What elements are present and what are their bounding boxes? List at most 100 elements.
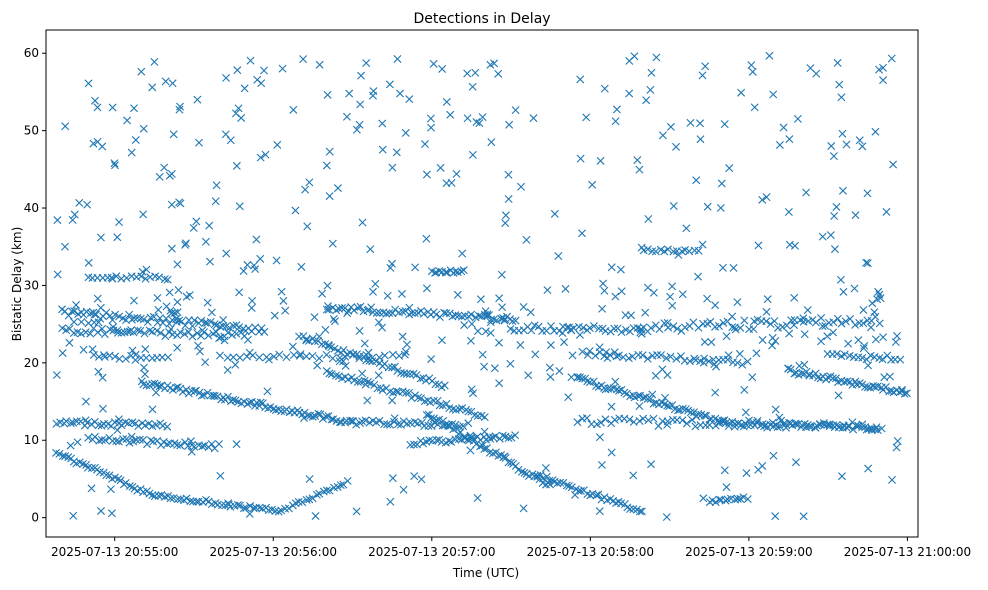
data-point xyxy=(398,332,407,341)
data-point xyxy=(98,404,107,413)
data-point xyxy=(329,314,338,323)
data-point xyxy=(768,333,777,342)
data-point xyxy=(842,140,851,149)
data-point xyxy=(257,324,266,333)
data-point xyxy=(388,363,397,372)
data-point xyxy=(156,328,165,337)
data-point xyxy=(168,79,177,88)
data-point xyxy=(616,265,625,274)
data-point xyxy=(738,360,747,369)
data-point xyxy=(500,315,509,324)
data-point xyxy=(387,259,396,268)
data-point xyxy=(55,449,64,458)
data-point xyxy=(633,156,642,165)
data-point xyxy=(832,202,841,211)
data-point xyxy=(596,418,605,427)
data-point xyxy=(173,308,182,317)
data-point xyxy=(215,334,224,343)
data-point xyxy=(725,164,734,173)
data-point xyxy=(830,423,839,432)
data-point xyxy=(155,172,164,181)
data-point xyxy=(830,245,839,254)
data-point xyxy=(119,435,128,444)
data-point xyxy=(863,259,872,268)
data-point xyxy=(352,507,361,516)
data-point xyxy=(803,306,812,315)
y-axis: 0 10 20 30 40 50 60 xyxy=(24,46,46,525)
data-point xyxy=(399,485,408,494)
data-point xyxy=(570,490,579,499)
data-point xyxy=(250,261,259,270)
data-point xyxy=(541,463,550,472)
data-point xyxy=(592,420,601,429)
data-point xyxy=(730,323,739,332)
data-point xyxy=(212,181,221,190)
data-point xyxy=(72,417,81,426)
data-point xyxy=(141,274,150,283)
data-point xyxy=(888,475,897,484)
data-point xyxy=(849,425,858,434)
data-point xyxy=(427,123,436,132)
data-point xyxy=(754,465,763,474)
data-point xyxy=(355,354,364,363)
data-point xyxy=(110,159,119,168)
data-point xyxy=(663,417,672,426)
data-point xyxy=(800,330,809,339)
data-point xyxy=(242,503,251,512)
data-point xyxy=(429,59,438,68)
data-point xyxy=(546,372,555,381)
data-point xyxy=(142,265,151,274)
data-point xyxy=(854,336,863,345)
data-point xyxy=(752,349,761,358)
data-point xyxy=(694,246,703,255)
data-point xyxy=(361,416,370,425)
data-point xyxy=(173,343,182,352)
data-point xyxy=(343,309,352,318)
data-point xyxy=(211,197,220,206)
data-point xyxy=(201,358,210,367)
data-point xyxy=(77,317,86,326)
data-point xyxy=(750,103,759,112)
data-point xyxy=(107,509,116,518)
data-point xyxy=(669,202,678,210)
data-point xyxy=(106,311,115,320)
data-point xyxy=(711,301,720,310)
data-point xyxy=(69,511,78,520)
data-point xyxy=(451,311,460,320)
data-point xyxy=(830,211,839,220)
data-point xyxy=(855,136,864,145)
data-point xyxy=(186,437,195,446)
data-point xyxy=(269,352,278,361)
data-point xyxy=(158,353,167,362)
data-point xyxy=(305,475,314,484)
data-point xyxy=(722,332,731,341)
data-point xyxy=(651,371,660,380)
data-point xyxy=(133,326,142,335)
data-point xyxy=(661,393,670,402)
data-point xyxy=(486,434,495,443)
data-point xyxy=(460,321,469,330)
data-point xyxy=(871,335,880,344)
data-point xyxy=(245,509,254,518)
data-point xyxy=(235,353,244,362)
data-point xyxy=(446,110,455,119)
data-point xyxy=(112,272,121,281)
data-point xyxy=(603,354,612,363)
data-point xyxy=(573,418,582,427)
data-point xyxy=(355,120,364,129)
data-point xyxy=(378,386,387,395)
data-point xyxy=(504,195,513,203)
data-point xyxy=(302,336,311,345)
data-point xyxy=(529,114,538,123)
data-point xyxy=(771,512,780,521)
data-point xyxy=(720,120,729,129)
data-point xyxy=(411,263,420,272)
data-point xyxy=(692,176,701,185)
data-point xyxy=(438,64,447,73)
data-point xyxy=(711,421,720,430)
data-point xyxy=(497,270,506,279)
data-point xyxy=(145,326,154,335)
data-point xyxy=(215,351,224,360)
data-point xyxy=(137,67,146,76)
data-point xyxy=(573,373,582,382)
